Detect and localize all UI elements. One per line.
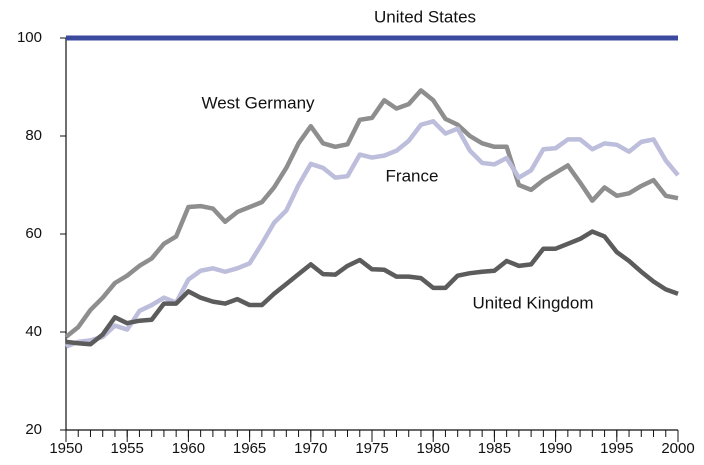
y-tick-label: 100 [17, 29, 42, 46]
series-line [65, 119, 680, 349]
x-tick-label: 1970 [294, 440, 327, 457]
x-tick-label: 1990 [539, 440, 572, 457]
x-tick-label: 1975 [355, 440, 388, 457]
y-tick-label: 40 [25, 323, 42, 340]
series-label: United States [374, 7, 476, 26]
y-tick-label: 20 [25, 421, 42, 438]
x-tick-label: 1960 [172, 440, 205, 457]
series-label: West Germany [201, 93, 315, 112]
x-tick-label: 2000 [661, 440, 694, 457]
x-tick-label: 1995 [600, 440, 633, 457]
y-tick-label: 60 [25, 225, 42, 242]
x-tick-label: 1950 [49, 440, 82, 457]
x-tick-label: 1980 [417, 440, 450, 457]
series-line [64, 88, 679, 339]
series-line [65, 229, 679, 347]
x-tick-label: 1965 [233, 440, 266, 457]
x-tick-label: 1985 [478, 440, 511, 457]
x-tick-label: 1955 [111, 440, 144, 457]
series-label: France [386, 166, 439, 185]
y-tick-label: 80 [25, 127, 42, 144]
series-label: United Kingdom [473, 293, 594, 312]
